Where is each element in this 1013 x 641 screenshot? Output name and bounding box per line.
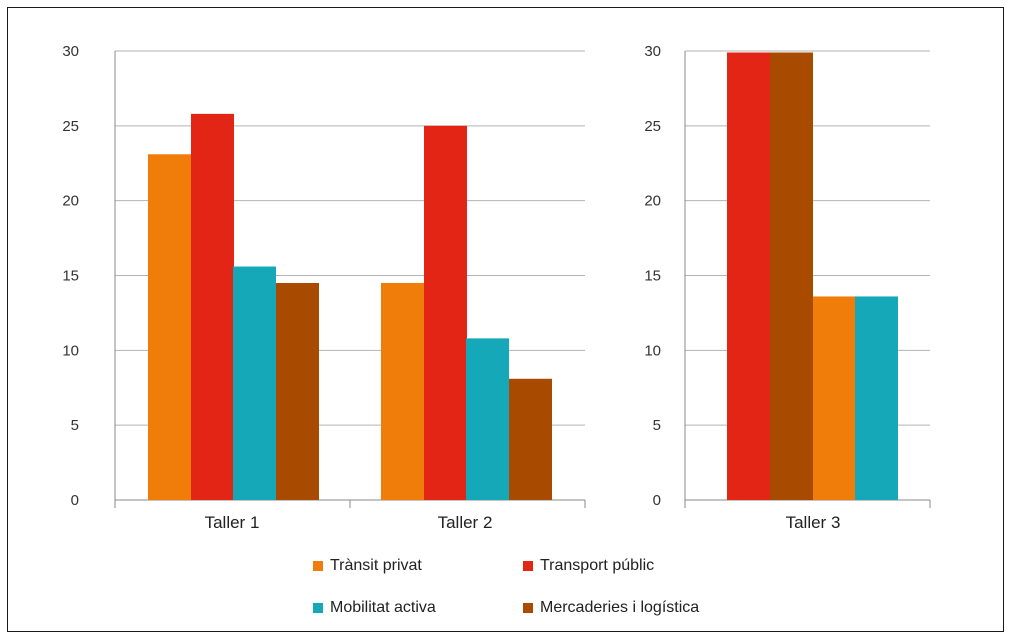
legend-swatch xyxy=(523,561,533,571)
chart-panel-left: 0 5 10 15 20 25 30 Taller 1 Taller 2 xyxy=(62,43,586,532)
bar xyxy=(381,282,424,500)
bar xyxy=(813,296,856,500)
y-tick-label: 5 xyxy=(653,417,661,434)
bar xyxy=(148,154,191,500)
y-tick-label: 20 xyxy=(644,193,661,210)
bar xyxy=(855,296,898,500)
legend-label: Mercaderies i logística xyxy=(540,599,700,616)
bar xyxy=(770,52,813,500)
y-tick-label: 10 xyxy=(644,342,661,359)
legend-swatch xyxy=(313,603,323,613)
y-tick-label: 5 xyxy=(71,417,79,434)
y-tick-label: 15 xyxy=(62,268,79,285)
bar xyxy=(233,266,276,500)
y-tick-label: 25 xyxy=(644,118,661,135)
legend-label: Transport públic xyxy=(540,557,655,574)
y-tick-label: 0 xyxy=(653,492,661,509)
y-tick-label: 20 xyxy=(62,193,79,210)
legend-swatch xyxy=(313,561,323,571)
bar xyxy=(191,113,234,501)
x-category-label: Taller 3 xyxy=(786,513,841,532)
legend-swatch xyxy=(523,603,533,613)
chart-panel-right: 0 5 10 15 20 25 30 Taller 3 xyxy=(644,43,931,532)
bar xyxy=(727,52,770,500)
legend-item-transport-public: Transport públic xyxy=(523,557,654,575)
y-tick-label: 15 xyxy=(644,268,661,285)
legend-label: Trànsit privat xyxy=(330,557,422,574)
legend-label: Mobilitat activa xyxy=(330,599,436,616)
bar xyxy=(509,378,552,500)
bar xyxy=(424,125,467,500)
y-tick-label: 30 xyxy=(62,43,79,60)
legend-item-transit-privat: Trànsit privat xyxy=(313,557,422,575)
x-category-label: Taller 1 xyxy=(205,513,260,532)
y-tick-label: 0 xyxy=(71,492,79,509)
x-category-label: Taller 2 xyxy=(438,513,493,532)
legend-item-mercaderies-logistica: Mercaderies i logística xyxy=(523,599,699,617)
y-tick-label: 25 xyxy=(62,118,79,135)
legend-item-mobilitat-activa: Mobilitat activa xyxy=(313,599,436,617)
y-tick-label: 30 xyxy=(644,43,661,60)
bar xyxy=(466,338,509,500)
bar xyxy=(276,282,319,500)
y-tick-label: 10 xyxy=(62,342,79,359)
